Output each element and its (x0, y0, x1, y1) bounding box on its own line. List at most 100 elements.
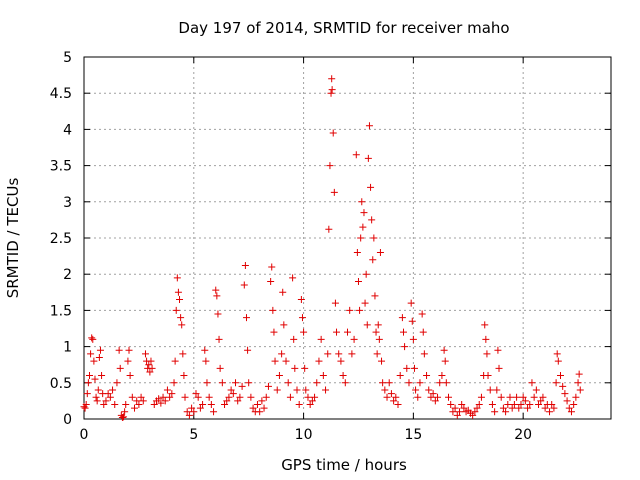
data-point (247, 393, 255, 401)
data-point (262, 393, 270, 401)
data-point (346, 306, 354, 314)
y-tick-label: 1 (63, 340, 72, 356)
data-point (403, 364, 411, 372)
data-point (494, 346, 502, 354)
data-point (273, 386, 281, 394)
data-point (125, 346, 133, 354)
y-tick-labels: 0 0.5 1 1.5 2 2.5 3 3.5 4 4.5 5 (50, 50, 72, 428)
data-point (449, 408, 457, 416)
data-point (145, 361, 153, 369)
data-point (359, 223, 367, 231)
data-point (178, 321, 186, 329)
data-point (291, 364, 299, 372)
data-point (214, 310, 222, 318)
data-point (344, 328, 351, 336)
data-point (280, 321, 288, 329)
data-point (372, 328, 380, 336)
data-point (495, 364, 503, 372)
data-point (150, 401, 158, 409)
data-point (260, 404, 268, 412)
data-point (460, 404, 468, 412)
data-point (367, 183, 375, 191)
data-point (111, 401, 119, 409)
data-point (331, 299, 339, 307)
data-point (535, 401, 543, 409)
data-point (120, 413, 128, 421)
data-point (131, 404, 139, 412)
data-point (190, 408, 198, 416)
data-point (92, 393, 100, 401)
data-point (88, 334, 96, 342)
data-point (124, 357, 132, 365)
data-point (155, 395, 163, 403)
data-point (234, 397, 242, 405)
data-point (95, 353, 103, 361)
data-point (282, 357, 290, 365)
data-point (293, 386, 301, 394)
data-point (453, 411, 461, 419)
data-point (269, 306, 277, 314)
data-point (339, 372, 347, 380)
y-tick-label: 0 (63, 412, 72, 428)
data-point (451, 404, 459, 412)
data-point (469, 411, 477, 419)
data-point (447, 401, 455, 409)
data-point (373, 350, 381, 358)
data-point (322, 386, 330, 394)
data-point (407, 299, 415, 307)
data-point (471, 408, 479, 416)
y-tick-label: 5 (63, 50, 72, 66)
data-point (508, 404, 516, 412)
y-tick-label: 3.5 (50, 159, 72, 175)
data-point (333, 328, 341, 336)
data-point (203, 379, 211, 387)
data-point (524, 404, 532, 412)
data-point (486, 386, 494, 394)
data-point (109, 386, 117, 394)
data-point (253, 401, 261, 409)
data-point (146, 368, 154, 376)
data-point (93, 397, 101, 405)
data-point (358, 198, 366, 206)
data-point (362, 270, 370, 278)
data-point (238, 382, 246, 390)
data-point (572, 393, 580, 401)
data-point (399, 328, 407, 336)
data-point (313, 379, 321, 387)
data-point (115, 346, 123, 354)
data-point (300, 328, 308, 336)
data-point (315, 357, 323, 365)
data-point (181, 393, 189, 401)
y-axis-label: SRMTID / TECUs (4, 178, 22, 299)
data-point (278, 350, 286, 358)
data-point (170, 379, 178, 387)
x-tick-label: 5 (189, 427, 198, 443)
data-point (225, 393, 233, 401)
data-point (168, 390, 176, 398)
chart-title: Day 197 of 2014, SRMTID for receiver mah… (178, 19, 509, 37)
data-point (126, 372, 134, 380)
data-point (429, 390, 437, 398)
data-point (242, 314, 250, 322)
data-point (196, 404, 204, 412)
data-point (559, 382, 567, 390)
data-point (91, 375, 99, 383)
data-point (528, 379, 536, 387)
data-point (279, 288, 287, 296)
data-point (416, 379, 424, 387)
data-point (173, 274, 181, 282)
data-point (409, 335, 417, 343)
y-tick-label: 1.5 (50, 303, 72, 319)
data-point (328, 86, 336, 94)
data-point (353, 248, 361, 256)
data-point (521, 397, 529, 405)
data-point (202, 357, 210, 365)
data-point (141, 350, 149, 358)
data-point (418, 310, 426, 318)
data-point (212, 286, 220, 294)
data-point (576, 386, 584, 394)
data-point (488, 401, 496, 409)
data-point (244, 346, 252, 354)
data-point (104, 390, 112, 398)
data-point (328, 75, 336, 83)
